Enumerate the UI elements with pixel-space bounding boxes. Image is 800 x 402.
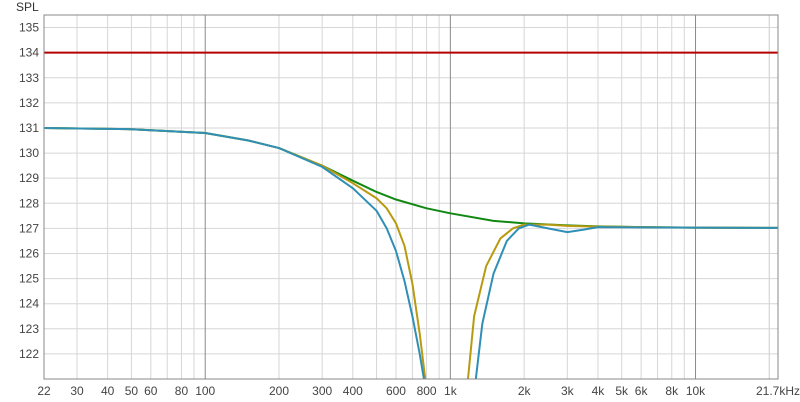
y-tick-labels: 122 123 124 125 126 127 128 129 130 131 132 133 134 1… bbox=[19, 21, 39, 361]
x-tick-label: 50 bbox=[125, 384, 139, 398]
x-tick-label: 22 bbox=[37, 384, 51, 398]
x-tick-labels: 22 30 40 50 60 80 100 200 300 400 600 800 1k 2k 3k 4k 5k… bbox=[37, 384, 800, 398]
series-line-4 bbox=[43, 126, 779, 380]
y-tick-label: 130 bbox=[19, 146, 39, 160]
grid-major bbox=[204, 15, 697, 379]
x-tick-label: 100 bbox=[195, 384, 215, 398]
x-tick-label: 400 bbox=[343, 384, 363, 398]
x-tick-label: 3k bbox=[561, 384, 575, 398]
y-tick-label: 123 bbox=[19, 322, 39, 336]
y-tick-label: 134 bbox=[19, 46, 39, 60]
x-tick-label: 80 bbox=[175, 384, 189, 398]
x-tick-label: 30 bbox=[70, 384, 84, 398]
x-tick-label: 800 bbox=[417, 384, 437, 398]
x-tick-label: 21.7kHz bbox=[756, 384, 800, 398]
y-tick-label: 132 bbox=[19, 96, 39, 110]
x-tick-label: 40 bbox=[101, 384, 115, 398]
plot-border bbox=[43, 14, 779, 380]
x-tick-label: 5k bbox=[615, 384, 629, 398]
y-tick-label: 131 bbox=[19, 121, 39, 135]
x-tick-label: 300 bbox=[312, 384, 332, 398]
x-tick-label: 60 bbox=[144, 384, 158, 398]
x-tick-label: 2k bbox=[518, 384, 532, 398]
y-tick-label: 126 bbox=[19, 246, 39, 260]
x-tick-label: 8k bbox=[665, 384, 679, 398]
y-tick-label: 125 bbox=[19, 272, 39, 286]
x-tick-label: 4k bbox=[592, 384, 606, 398]
x-tick-label: 10k bbox=[686, 384, 706, 398]
series-layer bbox=[43, 51, 779, 380]
y-tick-label: 128 bbox=[19, 196, 39, 210]
x-tick-label: 1k bbox=[444, 384, 458, 398]
x-tick-label: 600 bbox=[386, 384, 406, 398]
y-tick-label: 129 bbox=[19, 171, 39, 185]
y-tick-label: 133 bbox=[19, 71, 39, 85]
y-tick-label: 122 bbox=[19, 347, 39, 361]
plot-background bbox=[44, 15, 778, 379]
y-tick-label: 127 bbox=[19, 221, 39, 235]
y-axis-title: SPL bbox=[16, 0, 39, 14]
y-tick-label: 135 bbox=[19, 21, 39, 35]
x-tick-label: 200 bbox=[269, 384, 289, 398]
y-tick-label: 124 bbox=[19, 297, 39, 311]
x-tick-label: 6k bbox=[635, 384, 649, 398]
